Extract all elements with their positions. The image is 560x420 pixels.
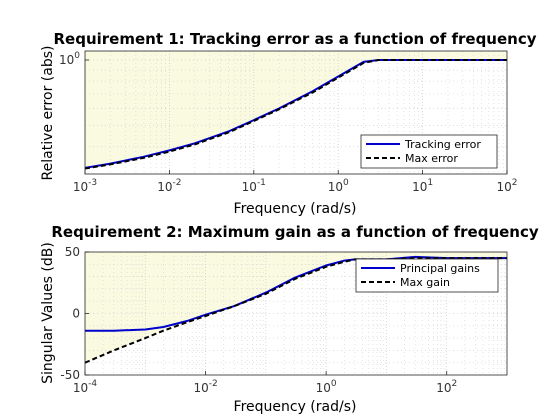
y-axis-label: Relative error (abs)	[40, 46, 56, 181]
legend-label: Tracking error	[404, 138, 481, 151]
x-tick-label: 100	[328, 178, 349, 194]
series-line-primary	[85, 255, 507, 332]
chart-title: Requirement 2: Maximum gain as a functio…	[51, 223, 539, 241]
x-tick-label: 102	[436, 379, 457, 395]
x-tick-label: 10-4	[73, 379, 98, 395]
y-tick-label: 0	[72, 307, 80, 321]
y-axis-label: Singular Values (dB)	[40, 242, 56, 384]
chart-panel-tracking-error: Requirement 1: Tracking error as a funct…	[40, 30, 537, 217]
grid	[85, 51, 507, 174]
x-tick-label: 10-2	[193, 379, 217, 395]
y-tick-label: 100	[59, 51, 80, 67]
legend-box	[355, 258, 499, 293]
legend-label: Principal gains	[400, 262, 480, 275]
x-tick-label: 10-2	[157, 178, 181, 194]
chart-panel-maximum-gain: Requirement 2: Maximum gain as a functio…	[40, 223, 539, 415]
chart-title: Requirement 1: Tracking error as a funct…	[53, 30, 536, 48]
x-tick-label: 101	[412, 178, 433, 194]
y-tick-label: 50	[65, 245, 80, 259]
series-line-bound	[85, 59, 507, 170]
axes-box	[84, 50, 508, 175]
x-tick-label: 100	[316, 379, 337, 395]
x-axis-label: Frequency (rad/s)	[234, 201, 357, 217]
x-tick-label: 102	[496, 178, 517, 194]
shaded-region	[85, 51, 507, 169]
y-tick-label: -50	[60, 368, 80, 382]
series-line-bound	[85, 257, 507, 364]
legend-label: Max gain	[400, 276, 450, 289]
legend-box	[360, 134, 498, 169]
x-tick-label: 10-3	[73, 178, 97, 194]
x-axis-label: Frequency (rad/s)	[234, 399, 357, 415]
legend-label: Max error	[405, 152, 458, 165]
x-tick-label: 10-1	[242, 178, 266, 194]
shaded-region	[85, 252, 507, 363]
